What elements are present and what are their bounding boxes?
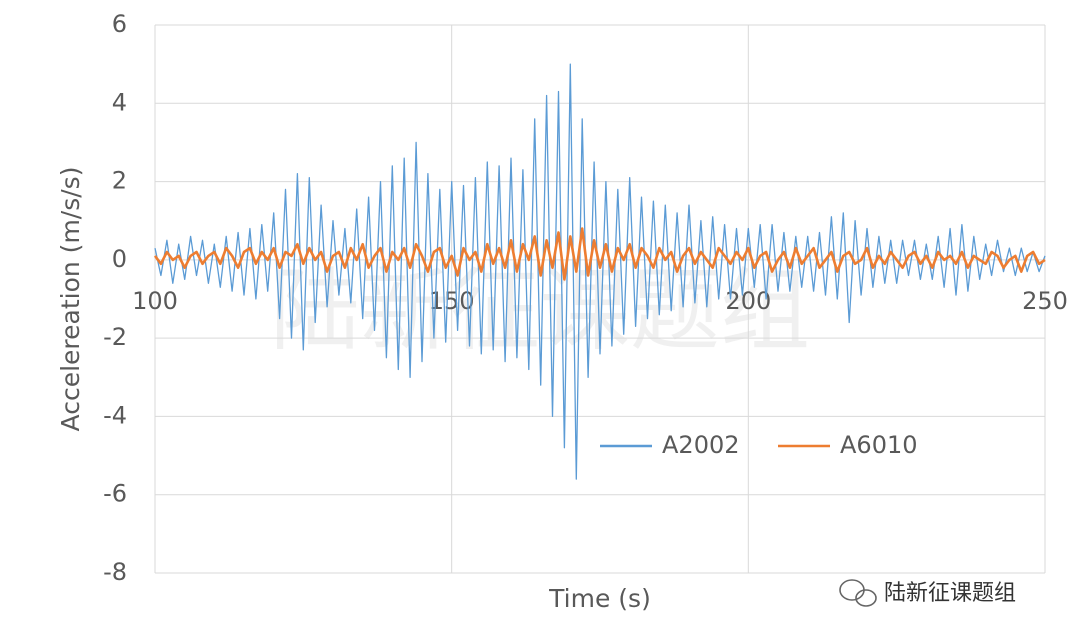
y-tick-label: -6: [103, 480, 127, 508]
y-axis-title: Accelereation (m/s/s): [56, 167, 85, 432]
y-tick-label: 4: [112, 88, 127, 116]
brand-text: 陆新征课题组: [884, 581, 1016, 606]
x-tick-label: 200: [725, 287, 771, 315]
x-tick-label: 250: [1022, 287, 1068, 315]
y-tick-label: 6: [112, 10, 127, 38]
y-tick-label: 2: [112, 167, 127, 195]
y-tick-label: -8: [103, 558, 127, 586]
legend-label: A2002: [662, 431, 740, 459]
data-line: [154, 63, 1046, 480]
x-axis-title: Time (s): [548, 584, 651, 613]
brand-icon: [839, 579, 877, 607]
y-tick-label: 0: [112, 245, 127, 273]
x-tick-label: 100: [132, 287, 178, 315]
y-tick-label: -2: [103, 323, 127, 351]
legend-label: A6010: [840, 431, 918, 459]
y-tick-label: -4: [103, 401, 127, 429]
data-line: [153, 227, 1046, 281]
